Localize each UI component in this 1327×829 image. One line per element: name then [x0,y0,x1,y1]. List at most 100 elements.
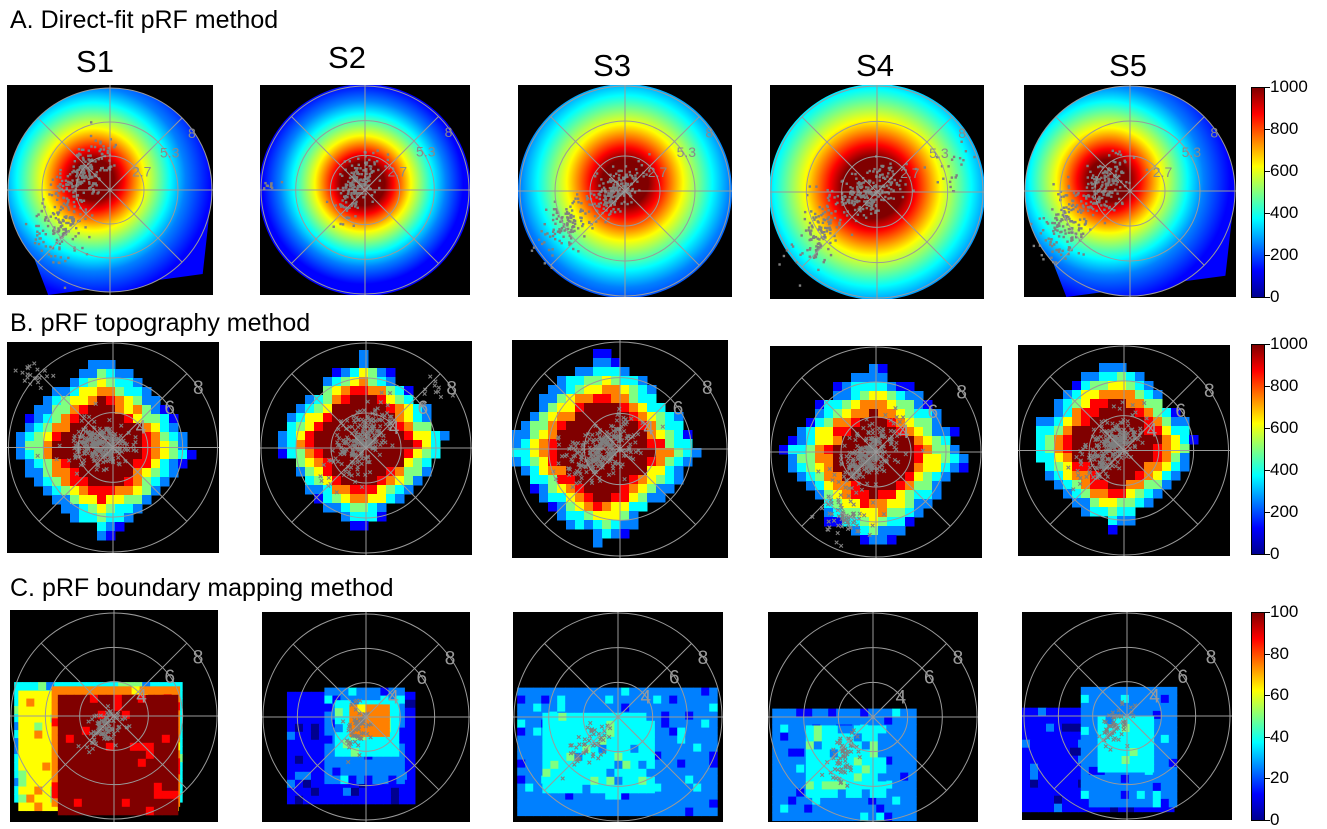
prf-dot [872,170,874,172]
ring-label: 5.3 [160,144,180,160]
ring-label: 8 [193,378,204,399]
prf-dot [80,199,82,201]
prf-dot [1095,176,1097,178]
colorbar-tick-label: 800 [1270,377,1298,394]
prf-dot [36,215,38,217]
colorbar-row-c [1251,612,1265,821]
prf-dot [821,208,823,210]
prf-dot [806,249,808,251]
prf-dot [57,185,59,187]
prf-dot [1079,218,1081,220]
prf-dot [354,167,356,169]
prf-dot [552,214,554,216]
prf-dot [1107,182,1109,184]
prf-dot [848,199,850,201]
row-a-title: A. Direct-fit pRF method [10,8,278,33]
prf-dot [90,164,92,166]
prf-dot [355,202,357,204]
prf-dot [376,149,378,151]
prf-dot [56,176,58,178]
subject-label-s5: S5 [1068,50,1188,81]
prf-dot [59,176,61,178]
prf-dot [1056,229,1058,231]
prf-dot [570,237,572,239]
prf-dot [38,243,40,245]
prf-dot [884,196,886,198]
prf-cross [36,380,40,384]
prf-dot [106,169,108,171]
prf-dot [951,158,953,160]
prf-dot [863,214,865,216]
prf-dot [553,208,555,210]
colorbar-tick-mark [1265,129,1270,130]
prf-dot [353,171,355,173]
prf-dot [827,227,829,229]
prf-cross [839,544,843,548]
prf-dot [815,245,817,247]
prf-dot [347,216,349,218]
subject-label-s2: S2 [287,42,407,73]
prf-dot [826,189,828,191]
prf-dot [878,195,880,197]
prf-dot [551,254,553,256]
ring-label: 6 [673,398,684,419]
prf-dot [1092,208,1094,210]
prf-dot [540,230,542,232]
prf-dot [68,209,70,211]
colorbar-tick-label: 600 [1270,419,1298,436]
prf-dot [71,183,73,185]
prf-dot [1088,195,1090,197]
colorbar-tick-mark [1265,470,1270,471]
prf-dot [371,201,373,203]
prf-dot [800,234,802,236]
prf-dot [595,205,597,207]
prf-dot [60,256,62,258]
prf-dot [350,172,352,174]
prf-cross [433,384,437,388]
prf-dot [281,181,283,183]
prf-dot [1110,196,1112,198]
prf-dot [609,213,611,215]
prf-dot [1054,217,1056,219]
prf-dot [67,175,69,177]
prf-dot [890,183,892,185]
prf-dot [582,210,584,212]
prf-dot [866,195,868,197]
prf-dot [88,236,90,238]
prf-dot [610,181,612,183]
prf-dot [631,175,633,177]
prf-dot [73,205,75,207]
prf-dot [637,160,639,162]
prf-dot [64,287,66,289]
prf-dot [88,181,90,183]
colorbar-tick-mark [1265,820,1270,821]
prf-dot [73,249,75,251]
prf-dot [892,189,894,191]
prf-dot [354,215,356,217]
prf-dot [822,222,824,224]
prf-dot [73,201,75,203]
prf-dot [947,165,949,167]
subject-label-s3: S3 [552,50,672,81]
colorbar-tick-label: 400 [1270,204,1298,221]
prf-dot [648,153,650,155]
prf-dot [1068,203,1070,205]
prf-cross [14,369,18,373]
prf-dot [1077,192,1079,194]
prf-dot [973,156,975,158]
prf-dot [593,194,595,196]
prf-dot [851,234,853,236]
prf-dot [1096,210,1098,212]
prf-dot [42,230,44,232]
prf-dot [543,241,545,243]
prf-dot [54,255,56,257]
prf-dot [887,172,889,174]
colorbar-tick-label: 20 [1270,769,1289,786]
prf-dot [594,175,596,177]
prf-dot [1114,161,1116,163]
prf-dot [622,185,624,187]
prf-cross [45,374,49,378]
prf-dot [949,181,951,183]
